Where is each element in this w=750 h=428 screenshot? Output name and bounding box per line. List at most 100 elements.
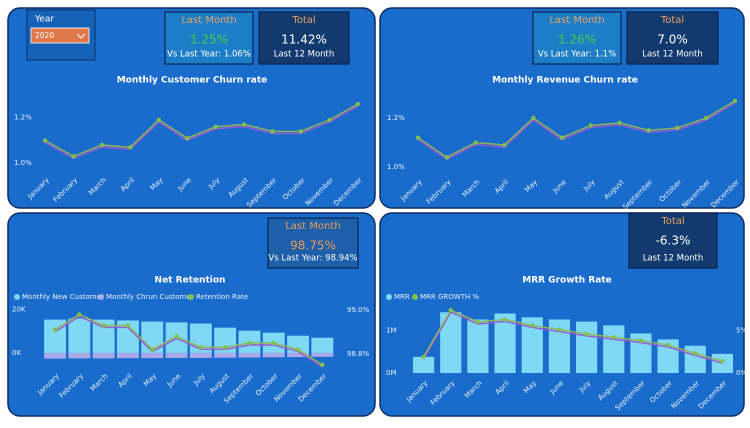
bar [141, 352, 164, 359]
dropdown-arrow [76, 33, 86, 39]
point [502, 317, 508, 322]
slicer-dropdown[interactable] [30, 27, 90, 44]
y-tick-label: 20K [12, 305, 26, 313]
kpi-subtitle: Vs Last Year: 1.1% [538, 50, 616, 60]
kpi-title: Total [291, 15, 315, 26]
point [295, 347, 301, 352]
bar [467, 319, 489, 373]
year-slicer[interactable]: Year 2020 [26, 9, 96, 61]
point [559, 135, 565, 140]
kpi-card [164, 11, 254, 65]
point [530, 323, 535, 328]
point [241, 122, 247, 127]
kpi-title: Last Month [285, 221, 340, 232]
y-tick-label: 1.2% [14, 114, 32, 122]
kpi-value: 7.0% [657, 33, 688, 47]
bar [603, 325, 625, 373]
legend-label: Monthly New Customer [22, 293, 104, 301]
slicer-label: Year [34, 15, 54, 25]
point [720, 358, 725, 364]
chart-title: Net Retention [155, 276, 226, 286]
y-tick-label: 0M [386, 369, 397, 377]
bar [521, 317, 543, 373]
line [417, 100, 736, 159]
y-tick-label: 1M [386, 327, 397, 335]
kpi-subtitle: Vs Last Year: 98.94% [268, 254, 357, 264]
bar [44, 352, 66, 359]
point [646, 128, 651, 133]
point [150, 347, 155, 352]
bar [311, 337, 334, 353]
point [588, 123, 594, 128]
kpi-card [258, 11, 350, 65]
line-shadow [44, 105, 359, 160]
bar [311, 352, 334, 357]
point [327, 117, 332, 123]
bar [711, 353, 734, 373]
y2-tick-label: 5% [736, 327, 747, 335]
legend-swatch [14, 294, 20, 300]
legend-label: MRR GROWTH % [420, 293, 479, 301]
y2-tick-label: 98.8% [347, 350, 370, 358]
bar [412, 356, 435, 373]
point [174, 334, 179, 339]
legend-swatch [386, 294, 392, 300]
kpi-value: -6.3% [656, 234, 691, 248]
bar [575, 321, 598, 373]
kpi-value: 11.42% [281, 33, 327, 47]
bar [287, 352, 309, 358]
bar [684, 345, 706, 373]
point [473, 140, 478, 145]
kpi-title: Last Month [181, 15, 236, 26]
kpi-subtitle: Last 12 Month [274, 50, 335, 60]
bar [68, 352, 91, 359]
point [675, 125, 680, 131]
bar [117, 352, 139, 359]
kpi-subtitle: Last 12 Month [642, 50, 703, 60]
bar [68, 318, 91, 353]
point [128, 145, 133, 150]
point [298, 129, 304, 134]
point [584, 331, 589, 337]
point [184, 135, 190, 141]
point [247, 340, 252, 346]
legend-label: Monthly Chrun Customer [106, 293, 194, 301]
line-shadow [54, 315, 323, 368]
point [271, 340, 276, 346]
kpi-value: 98.75% [290, 239, 336, 253]
point [101, 323, 106, 328]
point [693, 351, 698, 356]
point [502, 142, 507, 148]
slicer-value: 2020 [35, 31, 54, 40]
line-shadow [422, 311, 723, 364]
chart-title: Monthly Revenue Churn rate [492, 76, 638, 86]
point [475, 319, 481, 325]
legend-label: Retention Rate [196, 293, 248, 301]
point [415, 135, 421, 140]
line-shadow [417, 102, 736, 161]
legend-label: MRR [394, 293, 410, 301]
kpi-title: Total [660, 216, 684, 227]
point [665, 342, 671, 348]
point [213, 124, 218, 130]
point [320, 362, 325, 368]
chart-title: MRR Growth Rate [522, 276, 612, 286]
kpi-card [626, 11, 719, 65]
bar [238, 352, 261, 358]
kpi-title: Total [660, 15, 684, 26]
point [611, 335, 616, 340]
point [557, 327, 562, 332]
y-tick-label: 1.2% [387, 114, 405, 122]
point [732, 98, 738, 104]
point [638, 338, 644, 343]
kpi-title: Last Month [549, 15, 604, 26]
line [422, 309, 723, 362]
bar [440, 312, 462, 373]
point [617, 120, 622, 126]
point [421, 354, 426, 360]
legend-swatch [412, 294, 418, 300]
kpi-subtitle: Last 12 Month [643, 254, 704, 264]
point [222, 345, 228, 350]
point [531, 115, 536, 121]
kpi-card [628, 212, 718, 269]
